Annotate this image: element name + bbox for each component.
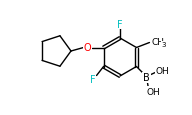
Text: OH: OH <box>156 66 169 75</box>
Text: OH: OH <box>146 87 160 96</box>
Text: 3: 3 <box>161 42 166 48</box>
Text: O: O <box>84 43 91 53</box>
Text: CH: CH <box>151 38 165 47</box>
Text: F: F <box>117 19 123 29</box>
Text: F: F <box>90 75 95 85</box>
Text: B: B <box>143 73 150 83</box>
